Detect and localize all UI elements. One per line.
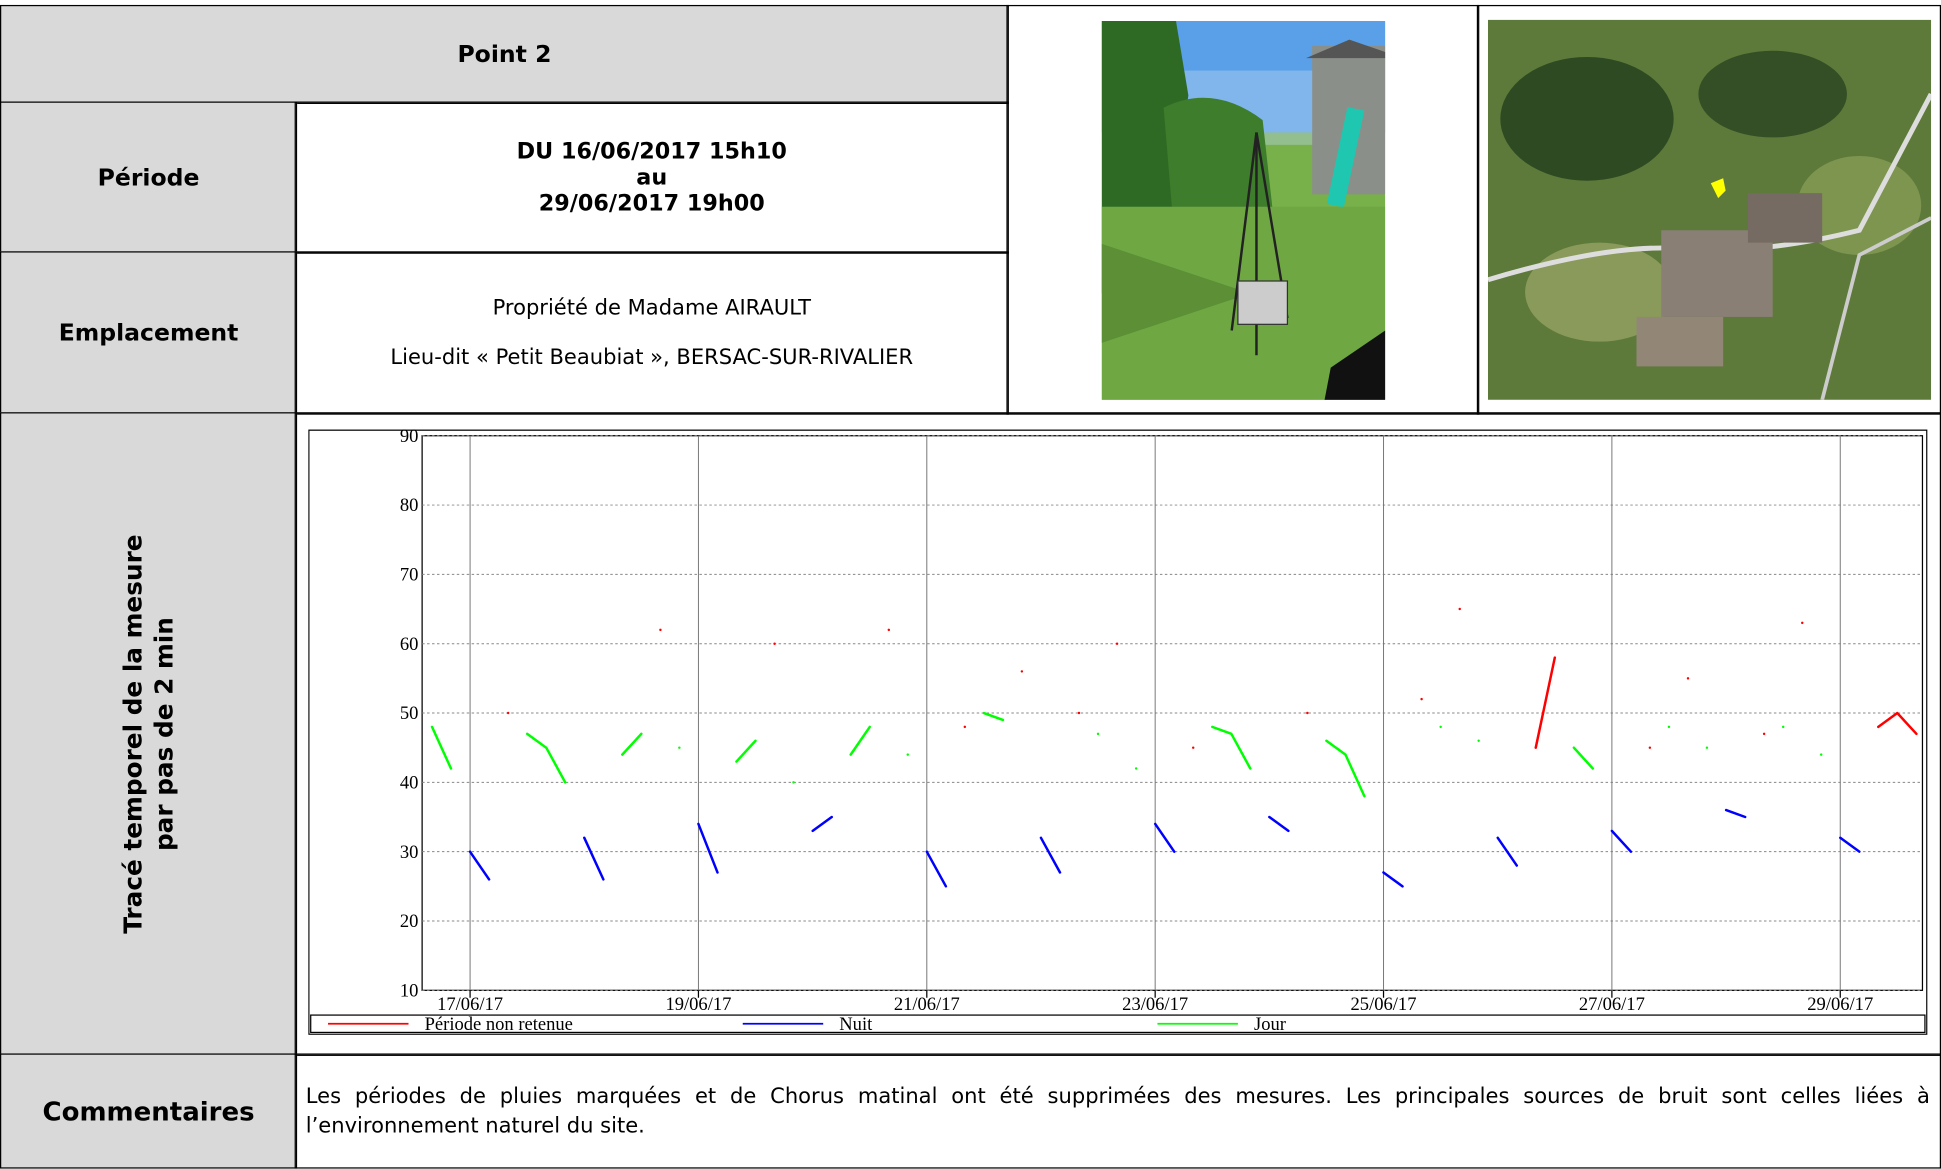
series-line (506, 607, 1918, 749)
chart: 10 20 30 40 50 60 70 80 90 17/06/17 19/06/17 21/06/… (308, 429, 1928, 1035)
location-label: Emplacement (58, 319, 239, 347)
chart-cell (294, 412, 1941, 1056)
chart-label-cell: Tracé temporel de la mesure par pas de 2… (0, 412, 298, 1056)
chart-label-line: par pas de 2 min (148, 617, 179, 852)
legend-label: Jour (1254, 1014, 1287, 1035)
site-photo (1101, 20, 1385, 400)
chart-label: Tracé temporel de la mesure par pas de 2… (118, 534, 180, 933)
x-tick-label: 27/06/17 (1579, 994, 1645, 1015)
series-line (430, 711, 1823, 798)
title-cell: Point 2 (0, 4, 1009, 104)
y-tick-label: 60 (400, 634, 419, 655)
x-tick-label: 21/06/17 (894, 994, 960, 1015)
location-line: Lieu-dit « Petit Beaubiat », BERSAC-SUR-… (390, 345, 914, 371)
period-line: 29/06/2017 19h00 (538, 190, 765, 217)
location-cell: Propriété de Madame AIRAULT Lieu-dit « P… (294, 251, 1009, 415)
y-tick-label: 50 (400, 703, 419, 724)
x-tick-label: 17/06/17 (437, 994, 503, 1015)
y-tick-label: 70 (400, 565, 419, 586)
legend-label: Période non retenue (425, 1014, 573, 1035)
y-tick-label: 20 (400, 911, 419, 932)
chart-frame (308, 429, 1928, 1035)
comments-label: Commentaires (42, 1096, 255, 1126)
comments-label-cell: Commentaires (0, 1053, 298, 1169)
period-label-cell: Période (0, 101, 298, 254)
x-tick-label: 19/06/17 (665, 994, 731, 1015)
y-tick-label: 80 (400, 495, 419, 516)
comments-text: Les périodes de pluies marquées et de Ch… (305, 1083, 1930, 1139)
period-cell: DU 16/06/2017 15h10 au 29/06/2017 19h00 (294, 101, 1009, 254)
series-line (468, 808, 1861, 888)
y-tick-label: 30 (400, 842, 419, 863)
x-tick-label: 25/06/17 (1351, 994, 1417, 1015)
aerial-map (1487, 19, 1931, 400)
photo-cell (1006, 4, 1480, 415)
period-line: DU 16/06/2017 15h10 (516, 138, 787, 165)
map-cell (1476, 4, 1941, 415)
legend-box (310, 1014, 1926, 1034)
location-label-cell: Emplacement (0, 251, 298, 415)
period-label: Période (97, 164, 200, 192)
y-tick-label: 90 (400, 430, 419, 447)
comments-cell: Les périodes de pluies marquées et de Ch… (294, 1053, 1941, 1169)
x-tick-label: 29/06/17 (1807, 994, 1873, 1015)
location-line: Propriété de Madame AIRAULT (492, 295, 811, 321)
period-line: au (636, 164, 668, 191)
x-tick-label: 23/06/17 (1122, 994, 1188, 1015)
title: Point 2 (457, 40, 552, 69)
legend-label: Nuit (839, 1014, 873, 1035)
y-tick-label: 10 (400, 981, 419, 1002)
y-tick-label: 40 (400, 773, 419, 794)
chart-label-line: Tracé temporel de la mesure (117, 534, 148, 934)
